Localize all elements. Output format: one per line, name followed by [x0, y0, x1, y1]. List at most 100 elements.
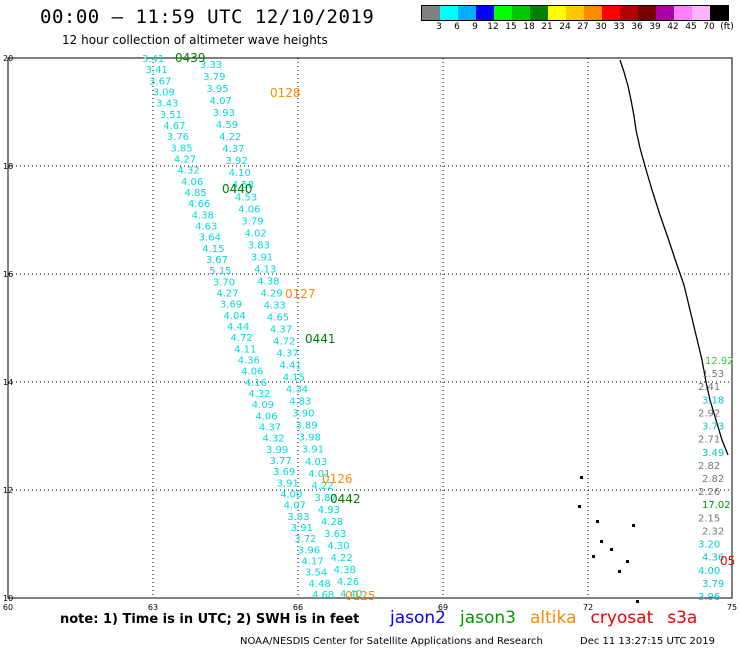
wave-value: 4.32 [262, 434, 284, 445]
coastal-wave-value: 2.41 [698, 382, 720, 393]
coastal-wave-value: 3.18 [702, 395, 724, 406]
wave-value: 4.22 [330, 553, 352, 564]
wave-value: 3.76 [167, 132, 189, 143]
wave-value: 3.89 [295, 421, 317, 432]
legend-label: 24 [559, 22, 571, 32]
wave-value: 4.68 [312, 590, 334, 601]
wave-value: 4.06 [241, 367, 263, 378]
wave-value: 4.29 [260, 288, 282, 299]
wave-value: 4.65 [267, 312, 289, 323]
wave-value: 4.37 [222, 144, 244, 155]
wave-value: 4.01 [308, 469, 330, 480]
wave-value: 4.37 [276, 349, 298, 360]
wave-value: 4.32 [177, 166, 199, 177]
track-label: 0127 [285, 287, 316, 301]
wave-value: 3.54 [305, 568, 327, 579]
wave-value: 3.91 [302, 445, 324, 456]
track-label: 05 [720, 554, 735, 568]
coastal-wave-value: 3.49 [702, 448, 724, 459]
wave-value: 3.85 [170, 143, 192, 154]
wave-value: 3.63 [324, 529, 346, 540]
x-tick-label: 63 [148, 603, 158, 612]
coastal-wave-value: 2.71 [698, 435, 720, 446]
wave-value: 4.33 [264, 300, 286, 311]
y-tick-label: 18 [3, 162, 13, 171]
wave-value: 3.41 [142, 54, 164, 65]
legend-label: 27 [577, 22, 589, 32]
wave-value: 4.09 [252, 400, 274, 411]
wave-value: 4.17 [301, 557, 323, 568]
island [600, 540, 603, 543]
wave-value: 3.79 [241, 216, 263, 227]
wave-value: 4.67 [163, 121, 185, 132]
coastal-wave-value: 3.96 [698, 592, 720, 603]
island [578, 505, 581, 508]
wave-value: 4.93 [318, 505, 340, 516]
wave-value: 4.63 [195, 222, 217, 233]
coastal-wave-value: 12.92 [705, 356, 734, 367]
wave-value: 3.51 [160, 110, 182, 121]
island [636, 600, 639, 603]
coastal-wave-value: 2.15 [698, 513, 720, 524]
coastline [619, 59, 729, 456]
wave-value: 4.22 [311, 481, 333, 492]
wave-value: 4.02 [245, 228, 267, 239]
legend-swatch [656, 6, 674, 20]
wave-value: 4.26 [337, 577, 359, 588]
wave-value: 3.67 [149, 76, 171, 87]
wave-value: 3.99 [266, 445, 288, 456]
wave-value: 4.16 [245, 378, 267, 389]
track-label: 0439 [175, 51, 206, 65]
coastal-wave-value: 4.00 [698, 566, 720, 577]
legend-swatch [566, 6, 584, 20]
wave-value: 4.22 [219, 132, 241, 143]
wave-value: 4.38 [192, 210, 214, 221]
wave-value: 4.36 [238, 356, 260, 367]
map-frame [7, 57, 733, 599]
wave-value: 4.15 [283, 373, 305, 384]
wave-value: 4.06 [255, 411, 277, 422]
coastal-wave-value: 2.92 [698, 408, 720, 419]
x-tick-label: 75 [727, 603, 737, 612]
wave-value: 3.83 [248, 240, 270, 251]
wave-value: 3.67 [206, 255, 228, 266]
legend-label: 70 [703, 22, 715, 32]
track-label: 0441 [305, 332, 336, 346]
legend-swatch [512, 6, 530, 20]
wave-value: 4.28 [321, 517, 343, 528]
coastal-wave-value: 17.02 [702, 500, 731, 511]
wave-value: 3.91 [277, 478, 299, 489]
wave-value: 4.37 [259, 423, 281, 434]
legend-label: 42 [667, 22, 679, 32]
island [618, 570, 621, 573]
island [592, 555, 595, 558]
wave-value: 3.83 [287, 512, 309, 523]
coastal-wave-value: 3.73 [702, 422, 724, 433]
page-title: 00:00 – 11:59 UTC 12/10/2019 [40, 6, 375, 28]
legend-swatch [710, 6, 728, 20]
y-tick-label: 20 [3, 54, 13, 63]
wave-value: 4.41 [280, 361, 302, 372]
satellite-legend: jason2 jason3 altika cryosat s3a [390, 608, 711, 628]
track-label: 0126 [322, 472, 353, 486]
legend-label: 39 [649, 22, 661, 32]
footer-note: note: 1) Time is in UTC; 2) SWH is in fe… [60, 612, 360, 627]
legend-label: 33 [613, 22, 625, 32]
legend-swatch [422, 6, 440, 20]
island [626, 560, 629, 563]
wave-value: 4.13 [254, 264, 276, 275]
wave-value: 3.64 [199, 233, 221, 244]
wave-value: 4.66 [188, 199, 210, 210]
wave-value: 4.30 [327, 541, 349, 552]
track-label: 0125 [345, 589, 376, 603]
wave-value: 3.96 [298, 545, 320, 556]
wave-value: 3.72 [294, 534, 316, 545]
coastal-wave-value: 1.53 [702, 369, 724, 380]
island [610, 548, 613, 551]
legend-swatch [602, 6, 620, 20]
wave-value: 3.95 [206, 84, 228, 95]
legend-swatch [620, 6, 638, 20]
wave-value: 4.32 [248, 389, 270, 400]
legend-swatch [458, 6, 476, 20]
